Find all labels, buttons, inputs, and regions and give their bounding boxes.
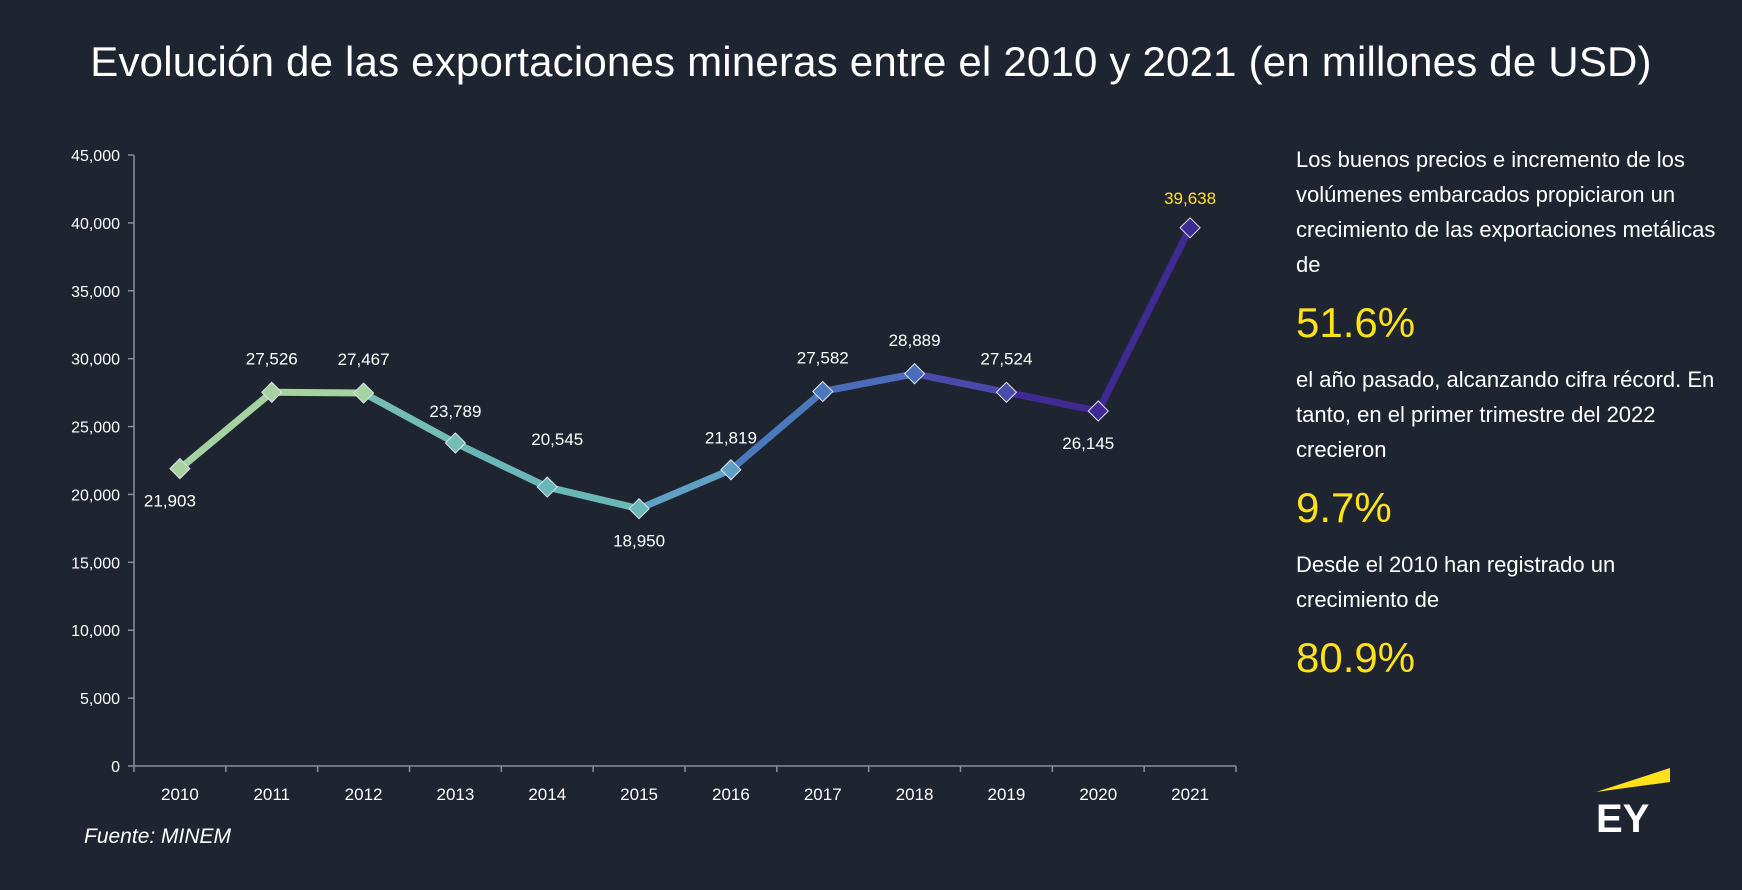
series-line-segment [727, 387, 827, 474]
series-line-segment [1094, 224, 1194, 415]
chart-lines [176, 224, 1194, 513]
summary-text-1: Los buenos precios e incremento de los v… [1296, 147, 1716, 277]
data-label: 28,889 [889, 331, 941, 350]
data-label: 39,638 [1164, 189, 1216, 208]
x-tick-label: 2010 [161, 785, 199, 804]
data-point [444, 432, 467, 454]
stat-growth-since-2010: 80.9% [1296, 634, 1416, 681]
data-label: 27,582 [797, 348, 849, 367]
series-line-segment [360, 389, 459, 447]
data-label: 26,145 [1062, 434, 1114, 453]
summary-text-3: Desde el 2010 han registrado un crecimie… [1296, 552, 1616, 612]
summary-panel: Los buenos precios e incremento de los v… [1296, 142, 1716, 697]
x-tick-label: 2019 [988, 785, 1026, 804]
data-point [536, 476, 558, 498]
series-line-segment [635, 466, 735, 513]
data-label: 21,819 [705, 429, 757, 448]
data-point [628, 497, 650, 520]
data-label: 27,524 [980, 349, 1032, 368]
data-label: 20,545 [531, 430, 583, 449]
series-line-segment [1002, 388, 1102, 415]
data-point [995, 381, 1018, 403]
data-point [1087, 400, 1109, 422]
stat-growth-q1-2022: 9.7% [1296, 484, 1392, 531]
data-point [352, 382, 375, 404]
data-point [261, 381, 283, 403]
y-tick-label: 15,000 [71, 555, 120, 572]
line-chart: 0 5,000 10,000 15,000 20,000 25,000 30,000 35,0… [71, 148, 1237, 804]
x-tick-label: 2017 [804, 785, 842, 804]
y-tick-label: 40,000 [71, 216, 120, 233]
data-label: 23,789 [429, 402, 481, 421]
series-line-segment [451, 439, 551, 491]
chart-labels: 21,903 27,526 27,467 23,789 20,545 18,950 21,8… [144, 189, 1216, 551]
y-tick-label: 5,000 [80, 691, 120, 708]
x-tick-label: 2021 [1171, 785, 1209, 804]
x-tick-label: 2014 [528, 785, 566, 804]
series-line-segment [911, 370, 1010, 396]
x-tick-label: 2016 [712, 785, 750, 804]
data-label: 27,467 [338, 350, 390, 369]
series-line-segment [268, 388, 368, 397]
y-tick-label: 35,000 [71, 284, 120, 301]
data-label: 21,903 [144, 492, 196, 511]
data-point [812, 380, 834, 403]
x-tick-label: 2018 [896, 785, 934, 804]
y-tick-label: 30,000 [71, 352, 120, 369]
y-tick-label: 25,000 [71, 420, 120, 437]
x-tick-label: 2013 [437, 785, 475, 804]
chart-title: Evolución de las exportaciones mineras e… [90, 38, 1652, 85]
y-tick-label: 45,000 [71, 148, 120, 165]
chart-axes: 0 5,000 10,000 15,000 20,000 25,000 30,000 35,0… [71, 148, 1237, 804]
y-tick-label: 10,000 [71, 623, 120, 640]
data-point [169, 457, 191, 480]
ey-logo-beam [1596, 768, 1670, 792]
data-label: 27,526 [246, 349, 298, 368]
series-line-segment [543, 483, 643, 513]
ey-logo-text: EY [1596, 797, 1650, 841]
ey-logo: EY [1596, 768, 1670, 841]
series-line-segment [819, 370, 919, 395]
data-point [903, 363, 926, 385]
data-point [1179, 217, 1201, 239]
stat-growth-2021: 51.6% [1296, 299, 1416, 346]
y-tick-label: 20,000 [71, 487, 120, 504]
data-point [720, 459, 742, 481]
x-tick-label: 2011 [253, 785, 290, 804]
summary-text-2: el año pasado, alcanzando cifra récord. … [1296, 367, 1715, 462]
series-line-segment [176, 388, 276, 473]
chart-markers [169, 217, 1201, 520]
x-tick-label: 2015 [620, 785, 658, 804]
y-tick-label: 0 [111, 759, 120, 776]
source-note: Fuente: MINEM [84, 825, 232, 848]
data-label: 18,950 [613, 532, 665, 551]
x-tick-label: 2020 [1079, 785, 1117, 804]
x-tick-label: 2012 [345, 785, 383, 804]
